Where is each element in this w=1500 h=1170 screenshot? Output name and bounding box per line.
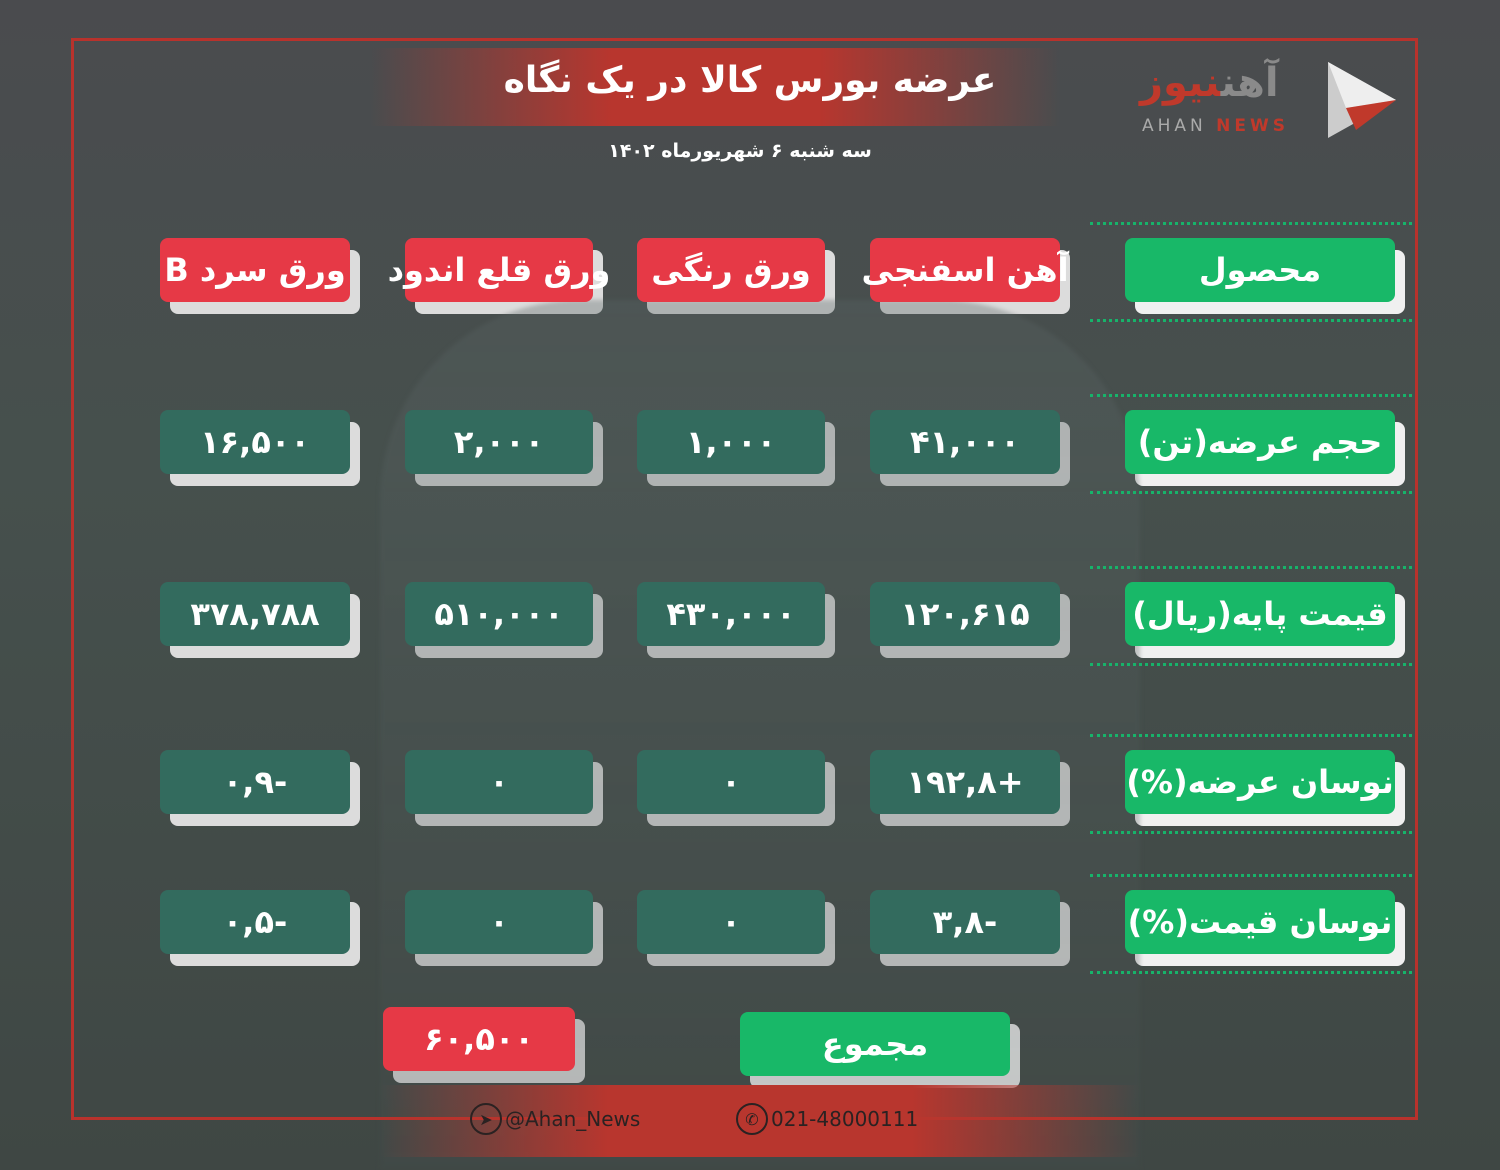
cell-text: -۰,۵ xyxy=(222,903,288,941)
value-cell: -۰,۵ xyxy=(160,890,360,966)
cell-text: مجموع xyxy=(821,1025,929,1063)
value-cell: ۱۶,۵۰۰ xyxy=(160,410,360,486)
row-header-frame xyxy=(1090,222,1412,322)
cell-text: قیمت پایه(ریال) xyxy=(1132,595,1388,633)
title-banner xyxy=(370,48,1060,126)
logo: آهننیوز AHAN NEWS xyxy=(1140,60,1400,140)
row-label: نوسان عرضه(%) xyxy=(1125,750,1405,826)
value-cell: -۰,۹ xyxy=(160,750,360,826)
row-label: نوسان قیمت(%) xyxy=(1125,890,1405,966)
row-label: قیمت پایه(ریال) xyxy=(1125,582,1405,658)
row-header-frame xyxy=(1090,566,1412,666)
cell-text: ۶۰,۵۰۰ xyxy=(424,1020,534,1058)
value-cell: ۰ xyxy=(637,750,835,826)
cell-text: ۰ xyxy=(489,763,509,801)
value-cell: ۵۱۰,۰۰۰ xyxy=(405,582,603,658)
cell-text: ۲,۰۰۰ xyxy=(453,423,545,461)
value-cell: +۱۹۲,۸ xyxy=(870,750,1070,826)
page-title: عرضه بورس کالا در یک نگاه xyxy=(503,60,997,101)
product-header: ورق قلع اندود xyxy=(388,238,610,314)
value-cell: ۰ xyxy=(637,890,835,966)
cell-text: نوسان عرضه(%) xyxy=(1126,763,1394,801)
cell-text: ۳۷۸,۷۸۸ xyxy=(190,595,320,633)
phone-link[interactable]: ✆ 021-48000111 xyxy=(736,1103,918,1135)
row-label: حجم عرضه(تن) xyxy=(1125,410,1405,486)
row-header-frame xyxy=(1090,734,1412,834)
cell-text: محصول xyxy=(1198,251,1322,289)
telegram-link[interactable]: ➤ @Ahan_News xyxy=(470,1103,640,1135)
cell-text: حجم عرضه(تن) xyxy=(1137,423,1383,461)
cell-text: ورق سرد B xyxy=(164,251,346,289)
cell-text: ۵۱۰,۰۰۰ xyxy=(434,595,564,633)
cell-text: ۰ xyxy=(721,903,741,941)
phone-icon: ✆ xyxy=(736,1103,768,1135)
value-cell: ۴۱,۰۰۰ xyxy=(870,410,1070,486)
row-header-frame xyxy=(1090,394,1412,494)
product-header: آهن اسفنجی xyxy=(861,238,1070,314)
value-cell: ۱۲۰,۶۱۵ xyxy=(870,582,1070,658)
cell-text: ۱,۰۰۰ xyxy=(685,423,777,461)
value-cell: ۳۷۸,۷۸۸ xyxy=(160,582,360,658)
value-cell: ۰ xyxy=(405,890,603,966)
value-cell: -۳,۸ xyxy=(870,890,1070,966)
total-value: ۶۰,۵۰۰ xyxy=(383,1007,585,1083)
cell-text: نوسان قیمت(%) xyxy=(1127,903,1393,941)
value-cell: ۰ xyxy=(405,750,603,826)
row-label: محصول xyxy=(1125,238,1405,314)
value-cell: ۱,۰۰۰ xyxy=(637,410,835,486)
cell-text: ۴۳۰,۰۰۰ xyxy=(666,595,796,633)
product-header: ورق سرد B xyxy=(160,238,360,314)
cell-text: +۱۹۲,۸ xyxy=(906,763,1024,801)
cell-text: آهن اسفنجی xyxy=(861,251,1069,289)
cell-text: ۱۶,۵۰۰ xyxy=(200,423,310,461)
value-cell: ۴۳۰,۰۰۰ xyxy=(637,582,835,658)
paper-plane-icon xyxy=(1328,62,1396,138)
cell-text: ورق قلع اندود xyxy=(387,251,611,289)
row-header-frame xyxy=(1090,874,1412,974)
cell-text: ۱۲۰,۶۱۵ xyxy=(900,595,1030,633)
value-cell: ۲,۰۰۰ xyxy=(405,410,603,486)
cell-text: -۳,۸ xyxy=(932,903,998,941)
cell-text: -۰,۹ xyxy=(222,763,288,801)
cell-text: ورق رنگی xyxy=(651,251,811,289)
cell-text: ۰ xyxy=(721,763,741,801)
date-label: سه شنبه ۶ شهریورماه ۱۴۰۲ xyxy=(608,140,872,162)
cell-text: ۴۱,۰۰۰ xyxy=(910,423,1020,461)
telegram-icon: ➤ xyxy=(470,1103,502,1135)
total-label: مجموع xyxy=(740,1012,1020,1088)
product-header: ورق رنگی xyxy=(637,238,835,314)
cell-text: ۰ xyxy=(489,903,509,941)
